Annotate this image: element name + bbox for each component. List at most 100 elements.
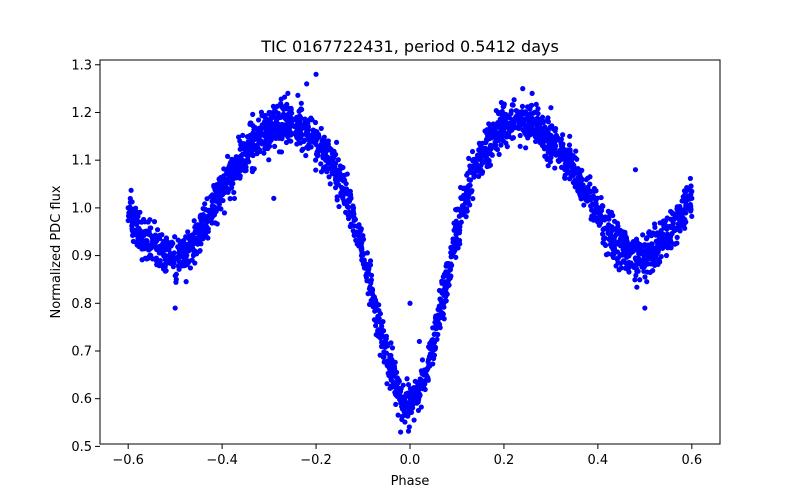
data-point — [632, 255, 639, 261]
data-point — [281, 94, 288, 100]
y-tick-label: 1.0 — [71, 201, 92, 216]
data-point — [469, 188, 475, 194]
data-point — [188, 244, 194, 251]
data-point — [467, 177, 474, 183]
data-point — [295, 92, 301, 98]
x-tick-label: 0.0 — [400, 453, 421, 468]
data-point — [538, 128, 545, 135]
data-point — [244, 134, 251, 140]
outlier-point — [172, 305, 178, 311]
data-point — [384, 381, 390, 387]
data-point — [288, 132, 294, 138]
data-point — [588, 203, 594, 209]
outlier-point — [285, 90, 291, 96]
data-point — [634, 284, 640, 290]
data-point — [134, 210, 140, 216]
data-point — [317, 145, 324, 151]
data-point — [240, 132, 246, 138]
data-point — [560, 132, 566, 138]
data-point — [482, 145, 488, 151]
data-point — [313, 167, 319, 173]
data-point — [529, 121, 535, 127]
data-point — [470, 156, 477, 163]
data-point — [453, 206, 459, 213]
data-point — [411, 392, 418, 398]
data-point — [688, 183, 694, 190]
data-point — [547, 159, 554, 165]
data-point — [379, 334, 385, 340]
x-tick-label: −0.2 — [300, 453, 332, 468]
data-point — [147, 225, 153, 231]
data-point — [228, 169, 235, 175]
data-point — [394, 375, 400, 381]
data-point — [442, 294, 449, 300]
data-point — [564, 157, 570, 163]
data-point — [341, 198, 347, 204]
data-point — [445, 279, 451, 285]
data-point — [448, 254, 454, 260]
data-point — [568, 173, 575, 179]
data-point — [219, 186, 225, 192]
data-point — [484, 130, 490, 136]
data-point — [633, 272, 639, 278]
data-point — [606, 216, 612, 222]
y-tick-label: 0.6 — [71, 392, 92, 407]
data-point — [333, 174, 339, 180]
data-point — [506, 122, 512, 128]
data-point — [473, 164, 479, 170]
data-point — [129, 214, 135, 220]
data-point — [435, 331, 441, 338]
data-point — [214, 221, 220, 227]
data-point — [208, 218, 214, 224]
data-point — [604, 226, 610, 232]
data-point — [453, 254, 459, 260]
data-point — [262, 146, 268, 152]
data-point — [664, 240, 670, 246]
data-point — [125, 217, 131, 224]
data-point — [296, 140, 302, 146]
data-point — [144, 238, 150, 244]
data-point — [169, 241, 175, 247]
data-point — [179, 261, 185, 267]
data-point — [341, 172, 347, 178]
data-point — [192, 230, 198, 236]
data-point — [570, 153, 576, 159]
data-point — [336, 203, 342, 210]
data-point — [402, 419, 408, 425]
data-point — [448, 262, 454, 268]
data-point — [426, 344, 432, 350]
outlier-point — [548, 105, 554, 111]
data-point — [607, 241, 614, 248]
data-point — [153, 258, 160, 264]
data-point — [510, 102, 516, 108]
data-point — [218, 206, 224, 212]
data-point — [520, 117, 526, 123]
data-point — [632, 277, 638, 283]
data-point — [259, 113, 265, 119]
data-point — [408, 409, 415, 415]
data-point — [660, 218, 667, 224]
data-point — [661, 236, 667, 242]
data-point — [381, 359, 387, 365]
data-point — [334, 197, 340, 203]
data-point — [598, 214, 604, 220]
data-point — [217, 179, 223, 185]
data-point — [212, 198, 219, 204]
data-point — [183, 234, 189, 240]
y-tick-label: 0.8 — [71, 297, 92, 312]
data-point — [406, 424, 412, 430]
data-point — [669, 230, 675, 237]
data-point — [200, 236, 206, 242]
data-point — [418, 377, 424, 383]
data-point — [533, 101, 539, 107]
data-point — [167, 260, 174, 266]
data-point — [322, 150, 329, 156]
data-point — [689, 195, 695, 201]
data-point — [574, 184, 580, 190]
y-tick-label: 0.7 — [71, 344, 92, 359]
data-point — [638, 260, 645, 266]
data-point — [183, 241, 189, 248]
data-point — [330, 171, 336, 177]
data-point — [656, 237, 662, 243]
data-point — [545, 115, 551, 121]
